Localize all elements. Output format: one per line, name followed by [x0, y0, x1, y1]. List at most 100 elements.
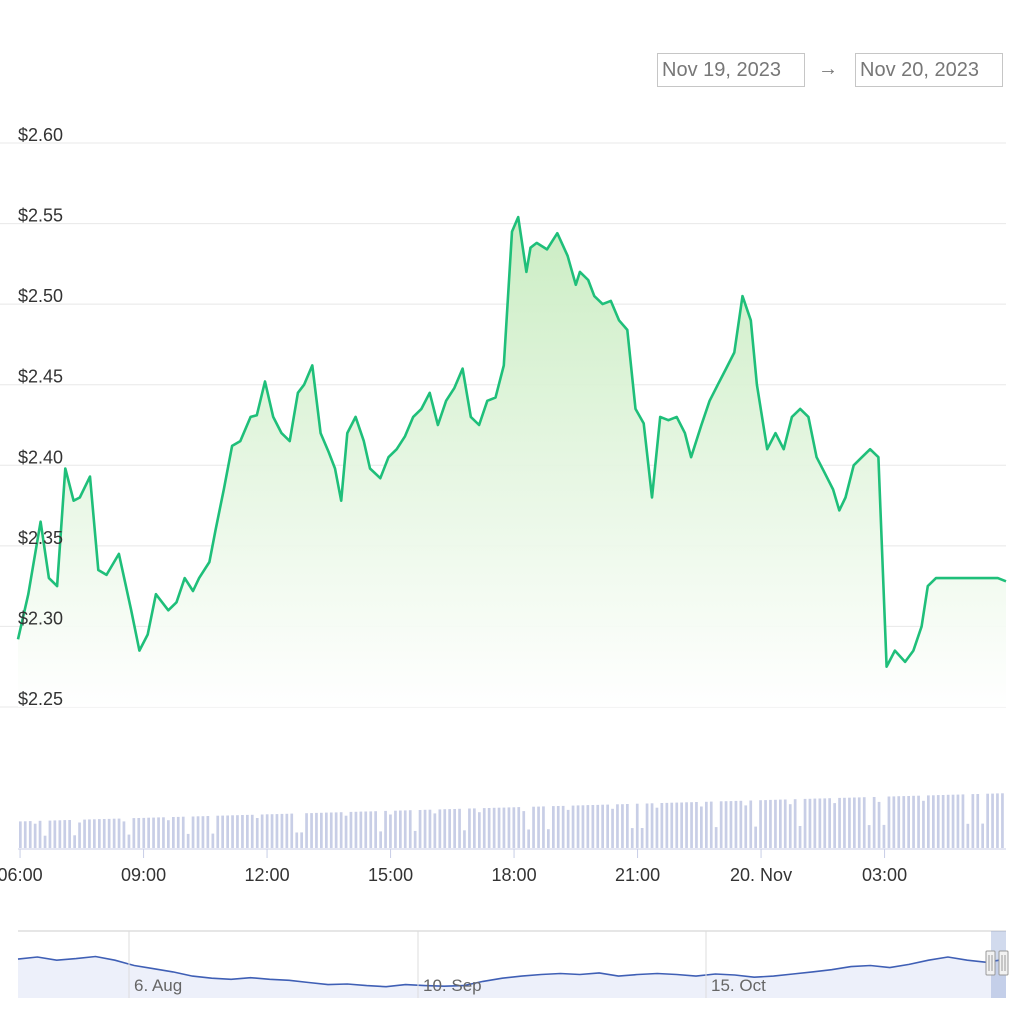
volume-bar: [53, 820, 57, 848]
volume-bar: [571, 805, 575, 848]
volume-bar: [448, 809, 451, 848]
volume-bar: [630, 828, 634, 848]
volume-bar: [527, 829, 530, 848]
volume-bar: [497, 807, 501, 848]
navigator-right-handle[interactable]: [998, 950, 1009, 976]
volume-bar: [329, 812, 333, 848]
volume-bar: [922, 800, 925, 848]
volume-bar: [438, 809, 442, 848]
volume-bar: [966, 823, 970, 848]
volume-bar: [221, 815, 224, 848]
y-tick-label: $2.25: [18, 689, 63, 709]
volume-bar: [670, 802, 674, 848]
volume-bar: [132, 818, 136, 848]
x-tick-label: 20. Nov: [730, 865, 792, 885]
volume-bar: [305, 813, 308, 848]
volume-bar: [542, 806, 545, 848]
volume-bar: [117, 818, 121, 848]
volume-bar: [749, 800, 753, 848]
navigator-line: [17, 955, 1007, 988]
volume-bar: [443, 809, 447, 848]
y-axis-labels: $2.60 $2.55 $2.50 $2.45 $2.40 $2.35 $2.30 $2.25: [18, 125, 63, 709]
volume-bar: [423, 809, 427, 848]
volume-bar: [88, 819, 91, 848]
volume-bar: [413, 830, 417, 848]
volume-bar: [872, 797, 876, 848]
volume-bar: [83, 819, 86, 848]
volume-bar: [818, 798, 822, 848]
volume-bar: [522, 811, 526, 848]
volume-bars: [19, 793, 1004, 848]
volume-bar: [43, 835, 47, 848]
volume-bar: [848, 797, 851, 848]
volume-bar: [107, 818, 111, 848]
navigator-left-handle[interactable]: [985, 950, 996, 976]
volume-bar: [418, 810, 422, 848]
volume-bar: [403, 810, 407, 848]
volume-bar: [231, 815, 234, 848]
volume-bar: [759, 800, 762, 848]
volume-bar: [769, 799, 772, 848]
volume-bar: [719, 801, 723, 848]
volume-bar: [250, 814, 254, 848]
volume-bar: [566, 809, 570, 848]
x-tick-label: 18:00: [492, 865, 537, 885]
volume-bar: [621, 804, 624, 848]
date-range-from-input[interactable]: Nov 19, 2023: [657, 53, 805, 87]
date-range-to-input[interactable]: Nov 20, 2023: [855, 53, 1003, 87]
navigator[interactable]: 6. Aug 10. Sep 15. Oct: [17, 930, 1009, 998]
volume-bar: [473, 808, 476, 848]
volume-bar: [779, 799, 782, 848]
volume-bar: [946, 794, 950, 848]
volume-bar: [537, 806, 540, 848]
x-tick-label: 15:00: [368, 865, 413, 885]
volume-bar: [73, 835, 76, 848]
volume-bar: [887, 796, 891, 848]
volume-bar: [127, 834, 131, 848]
volume-bar: [167, 820, 170, 848]
volume-bar: [270, 814, 274, 848]
volume-bar: [626, 804, 629, 848]
volume-bar: [700, 806, 703, 848]
volume-bar: [349, 811, 353, 848]
volume-bar: [19, 821, 22, 848]
volume-bar: [744, 805, 748, 848]
volume-bar: [996, 793, 999, 848]
volume-bar: [685, 802, 688, 848]
volume-bar: [310, 813, 313, 848]
volume-bar: [862, 797, 866, 848]
volume-bar: [867, 825, 871, 848]
y-tick-label: $2.40: [18, 447, 63, 467]
volume-bar: [295, 832, 299, 848]
volume-bar: [78, 822, 81, 848]
volume-bar: [838, 797, 841, 848]
volume-bar: [552, 806, 555, 848]
volume-bar: [833, 803, 836, 848]
price-line: [16, 215, 1007, 668]
volume-bar: [912, 795, 915, 848]
volume-bar: [201, 816, 205, 848]
volume-bar: [927, 795, 930, 848]
volume-bar: [482, 808, 486, 848]
volume-bar: [172, 817, 175, 848]
volume-bar: [265, 814, 269, 848]
volume-bar: [783, 799, 787, 848]
volume-bar: [882, 824, 886, 848]
volume-bar: [152, 817, 155, 848]
volume-bar: [236, 815, 239, 848]
volume-bar: [186, 833, 190, 848]
volume-bar: [774, 799, 777, 848]
volume-bar: [709, 801, 713, 848]
volume-bar: [655, 807, 659, 848]
volume-bar: [556, 806, 560, 848]
volume-bar: [606, 804, 609, 848]
volume-bar: [458, 808, 461, 848]
volume-bar: [951, 794, 955, 848]
volume-bar: [241, 815, 244, 848]
volume-bar: [428, 809, 432, 848]
volume-bar: [58, 820, 62, 848]
volume-bar: [690, 802, 693, 848]
volume-bar: [280, 813, 284, 848]
volume-bar: [339, 812, 343, 848]
volume-bar: [181, 816, 185, 848]
